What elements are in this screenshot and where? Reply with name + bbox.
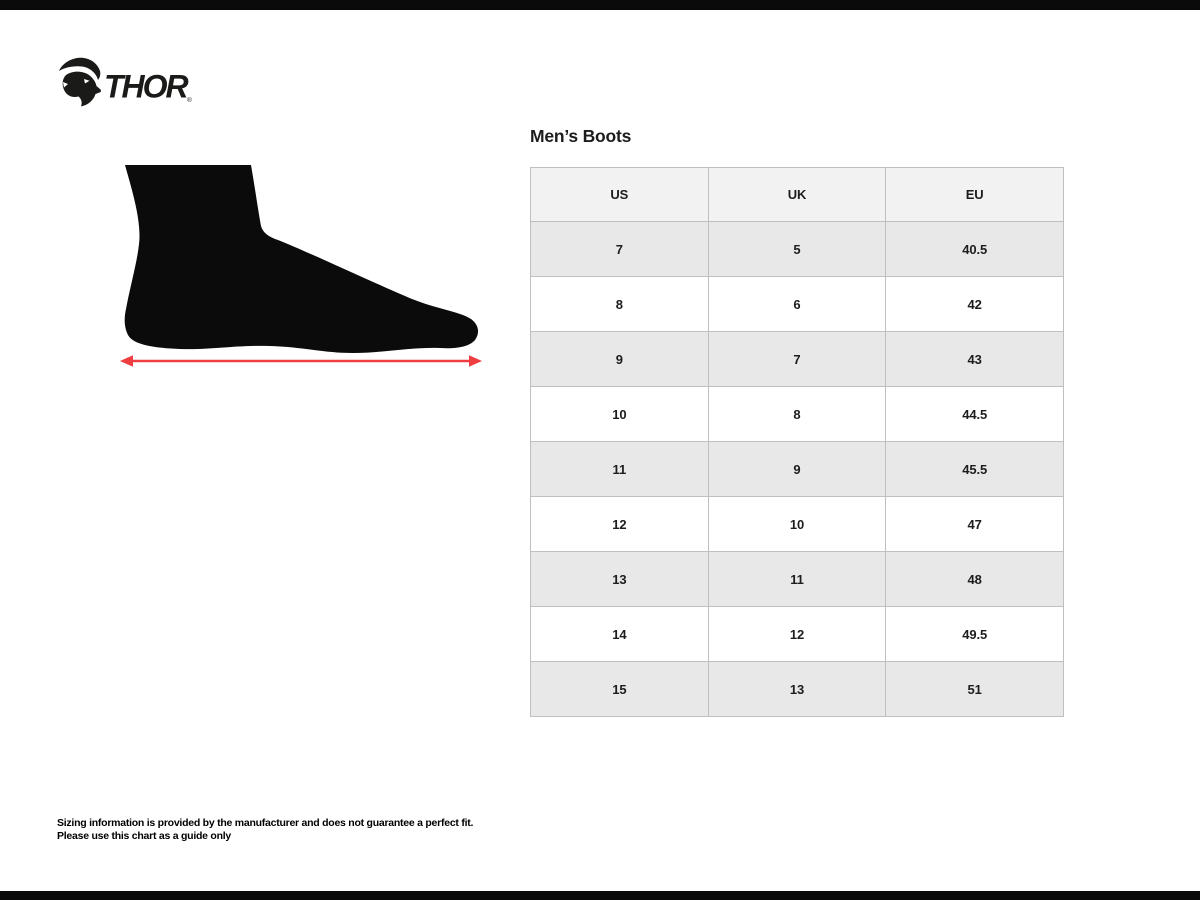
size-table-row: 13 11 48 [530,551,1064,607]
size-cell-us: 7 [530,221,709,277]
thor-logo: THOR ® [59,57,192,107]
size-cell-eu: 44.5 [885,386,1064,442]
size-table-row: 14 12 49.5 [530,606,1064,662]
foot-length-diagram [120,165,482,367]
size-cell-eu: 42 [885,276,1064,332]
size-table-row: 11 9 45.5 [530,441,1064,497]
size-cell-eu: 49.5 [885,606,1064,662]
foot-silhouette [124,165,479,353]
size-table-row: 7 5 40.5 [530,221,1064,277]
size-cell-us: 12 [530,496,709,552]
size-table-row: 8 6 42 [530,276,1064,332]
size-cell-us: 15 [530,661,709,717]
size-table: US UK EU 7 5 40.5 8 6 42 9 7 43 10 8 44.… [530,167,1064,717]
size-cell-us: 11 [530,441,709,497]
size-table-row: 12 10 47 [530,496,1064,552]
size-table-row: 15 13 51 [530,661,1064,717]
column-header-uk: UK [707,167,887,222]
top-black-bar [0,0,1200,10]
size-cell-eu: 48 [885,551,1064,607]
size-cell-us: 14 [530,606,709,662]
size-table-row: 9 7 43 [530,331,1064,387]
registered-trademark-symbol: ® [187,96,192,104]
column-header-eu: EU [885,167,1064,222]
disclaimer-line-1: Sizing information is provided by the ma… [57,817,474,829]
size-cell-uk: 10 [707,496,887,552]
size-cell-eu: 40.5 [885,221,1064,277]
size-cell-eu: 43 [885,331,1064,387]
bottom-black-bar [0,891,1200,900]
size-cell-us: 9 [530,331,709,387]
sizing-disclaimer: Sizing information is provided by the ma… [57,817,473,842]
size-cell-uk: 5 [707,221,887,277]
size-table-body: 7 5 40.5 8 6 42 9 7 43 10 8 44.5 11 9 45… [530,221,1064,717]
size-cell-us: 13 [530,551,709,607]
size-cell-uk: 8 [707,386,887,442]
size-cell-uk: 9 [707,441,887,497]
size-table-header: US UK EU [530,167,1064,222]
size-cell-uk: 7 [707,331,887,387]
chart-title: Men’s Boots [530,126,632,146]
disclaimer-line-2: Please use this chart as a guide only [57,829,231,842]
size-cell-uk: 13 [707,661,887,717]
size-cell-uk: 11 [707,551,887,607]
size-cell-eu: 45.5 [885,441,1064,497]
logo-wordmark: THOR [104,69,189,105]
size-cell-us: 10 [530,386,709,442]
size-cell-eu: 47 [885,496,1064,552]
size-cell-uk: 12 [707,606,887,662]
column-header-us: US [530,167,709,222]
size-cell-uk: 6 [707,276,887,332]
size-table-row: 10 8 44.5 [530,386,1064,442]
length-arrow [120,355,482,367]
size-cell-eu: 51 [885,661,1064,717]
goat-head-icon [59,57,102,107]
size-cell-us: 8 [530,276,709,332]
